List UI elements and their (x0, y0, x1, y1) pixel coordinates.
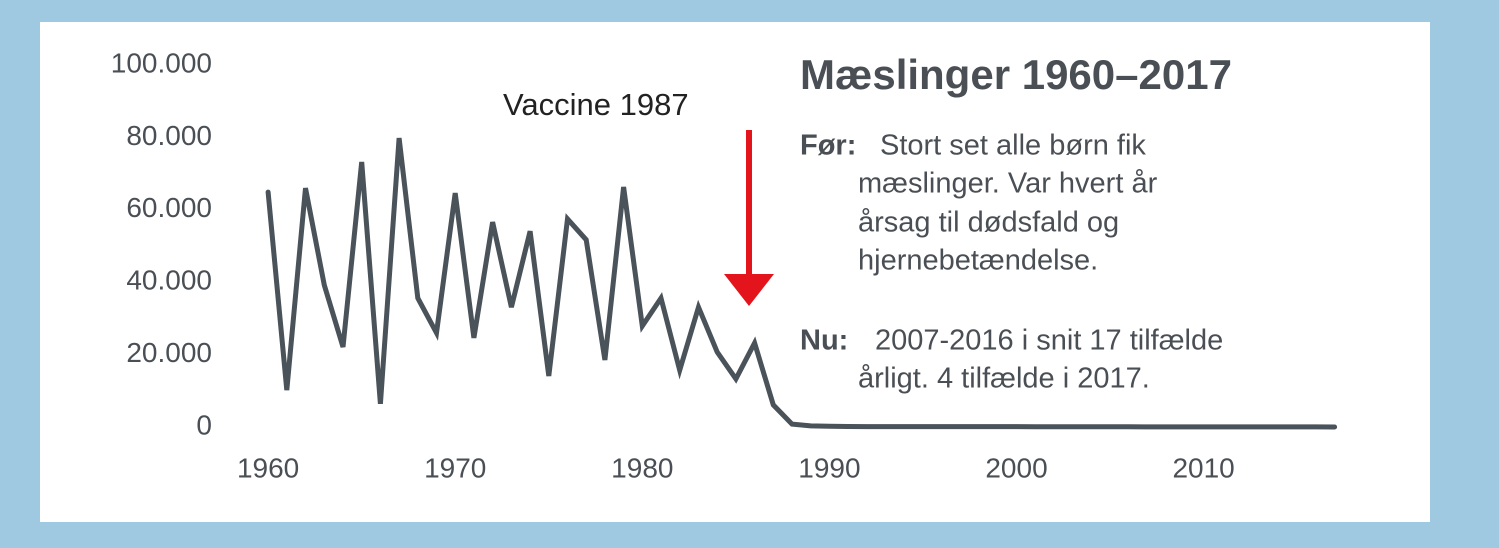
arrow-head (724, 274, 774, 306)
y-tick-label: 60.000 (126, 192, 212, 223)
y-tick-label: 40.000 (126, 265, 212, 296)
note-label: Nu: (800, 325, 848, 357)
x-tick-label: 1960 (237, 452, 299, 483)
note-label: Før: (800, 130, 856, 162)
chart-title: Mæslinger 1960–2017 (800, 51, 1232, 98)
note-line: årsag til dødsfald og (858, 207, 1119, 239)
note-line: mæslinger. Var hvert år (858, 168, 1158, 200)
line (265, 137, 1338, 430)
note-line: årligt. 4 tilfælde i 2017. (858, 363, 1150, 395)
x-tick-label: 1990 (798, 452, 860, 483)
note-line: Stort set alle børn fik (880, 130, 1146, 162)
annotation: Vaccine 1987 (503, 87, 689, 122)
y-tick-label: 80.000 (126, 120, 212, 151)
x-tick-label: 1980 (611, 452, 673, 483)
note-line: 2007-2016 i snit 17 tilfælde (875, 325, 1223, 357)
y-tick-label: 100.000 (111, 47, 212, 78)
y-tick-label: 0 (196, 409, 212, 440)
panel (40, 22, 1430, 522)
note-line: hjernebetændelse. (858, 245, 1098, 277)
x-tick-label: 2000 (985, 452, 1047, 483)
x-tick-label: 2010 (1172, 452, 1234, 483)
y-tick-label: 20.000 (126, 337, 212, 368)
x-tick-label: 1970 (424, 452, 486, 483)
